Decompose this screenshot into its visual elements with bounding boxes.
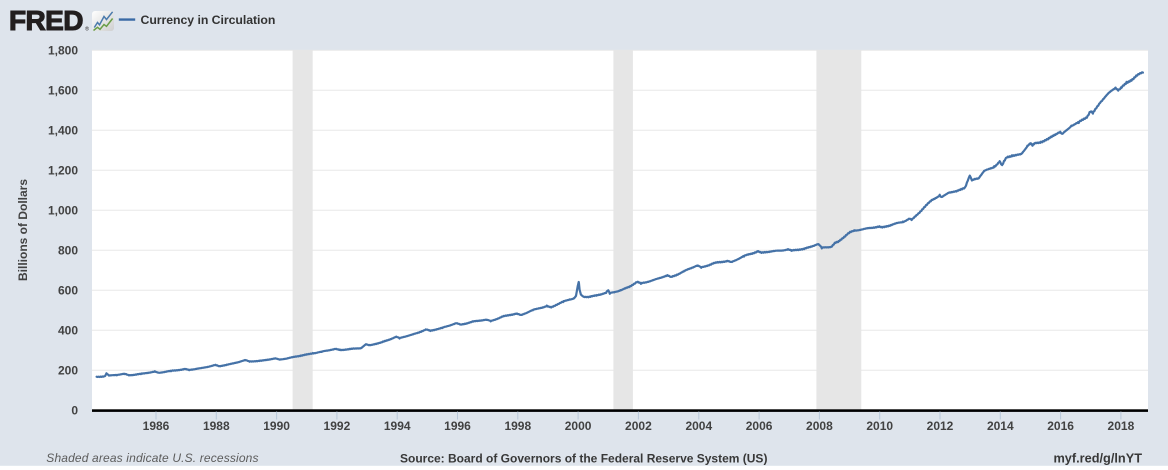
svg-text:1986: 1986 (143, 419, 170, 433)
svg-text:600: 600 (58, 283, 78, 297)
svg-text:®: ® (85, 26, 89, 33)
svg-text:200: 200 (58, 363, 78, 377)
svg-text:1,400: 1,400 (48, 123, 78, 137)
svg-text:2008: 2008 (806, 419, 833, 433)
svg-text:0: 0 (71, 403, 78, 417)
svg-text:1996: 1996 (444, 419, 471, 433)
svg-text:1,000: 1,000 (48, 203, 78, 217)
svg-text:2004: 2004 (685, 419, 712, 433)
svg-text:myf.red/g/lnYT: myf.red/g/lnYT (1053, 450, 1142, 465)
svg-text:2016: 2016 (1047, 419, 1074, 433)
svg-text:FRED: FRED (9, 5, 83, 36)
svg-text:Shaded areas indicate U.S. rec: Shaded areas indicate U.S. recessions (46, 451, 258, 465)
svg-text:2018: 2018 (1108, 419, 1135, 433)
svg-text:Currency in Circulation: Currency in Circulation (141, 13, 276, 27)
svg-text:1,200: 1,200 (48, 163, 78, 177)
svg-text:1992: 1992 (324, 419, 351, 433)
svg-text:800: 800 (58, 243, 78, 257)
svg-text:1,800: 1,800 (48, 43, 78, 57)
svg-text:2010: 2010 (866, 419, 893, 433)
svg-text:400: 400 (58, 323, 78, 337)
svg-text:2000: 2000 (565, 419, 592, 433)
svg-text:1,600: 1,600 (48, 83, 78, 97)
svg-text:1988: 1988 (203, 419, 230, 433)
svg-text:1994: 1994 (384, 419, 411, 433)
svg-text:Billions of Dollars: Billions of Dollars (16, 179, 30, 281)
svg-text:2002: 2002 (625, 419, 652, 433)
svg-text:1990: 1990 (263, 419, 290, 433)
svg-text:2006: 2006 (746, 419, 773, 433)
svg-text:1998: 1998 (504, 419, 531, 433)
svg-text:2012: 2012 (927, 419, 954, 433)
svg-text:Source: Board of Governors of: Source: Board of Governors of the Federa… (400, 451, 767, 465)
svg-text:2014: 2014 (987, 419, 1014, 433)
